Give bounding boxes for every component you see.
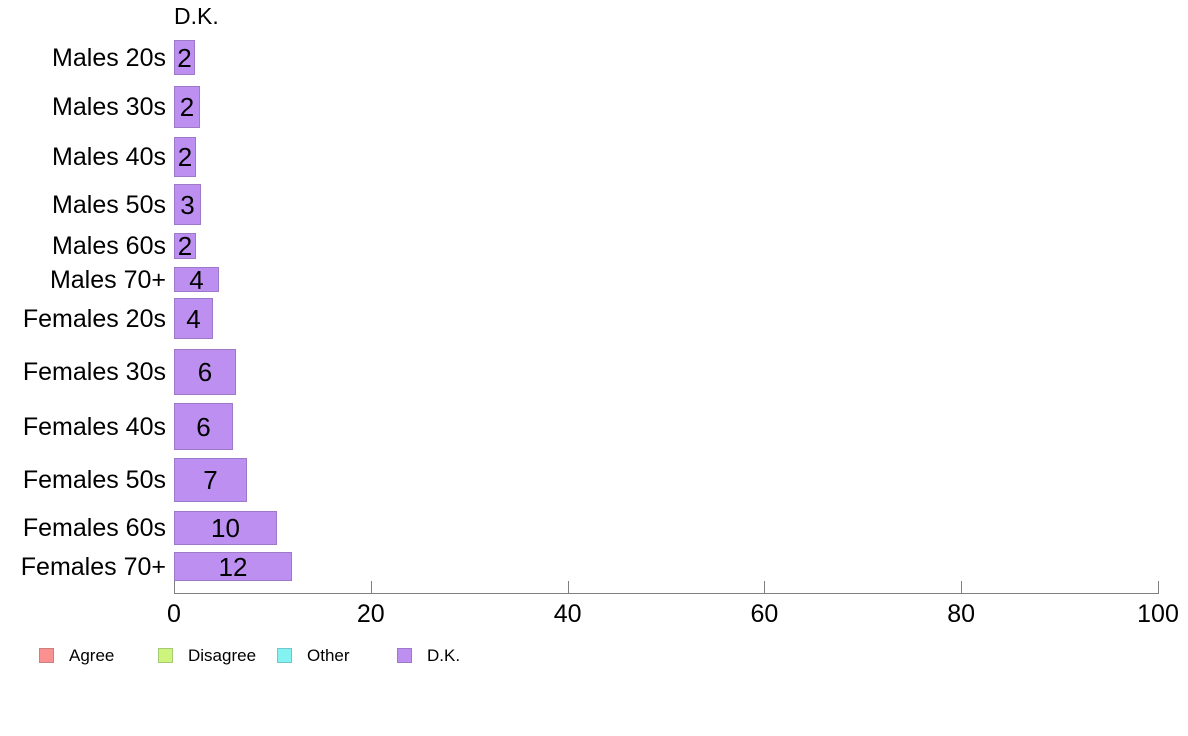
- legend-swatch-d.k.: [397, 648, 412, 663]
- x-axis-tick: [961, 581, 963, 593]
- bar-males-50s: 3: [174, 184, 201, 225]
- category-label-females-70-plus: Females 70+: [20, 552, 166, 581]
- bar-females-70-plus: 12: [174, 552, 292, 581]
- x-axis-tick: [1158, 581, 1159, 593]
- category-label-males-70-plus: Males 70+: [49, 265, 166, 294]
- bar-value-label: 4: [186, 303, 201, 334]
- bar-value-label: 2: [177, 142, 193, 172]
- category-label-females-30s: Females 30s: [22, 358, 166, 386]
- category-label-females-60s: Females 60s: [22, 514, 166, 542]
- bar-value-label: 6: [196, 411, 211, 442]
- chart-title: D.K.: [174, 3, 219, 29]
- bar-value-label: 2: [177, 42, 192, 73]
- x-axis-tick-label: 60: [750, 600, 779, 628]
- category-label-females-50s: Females 50s: [22, 466, 166, 494]
- bar-value-label: 12: [218, 551, 248, 582]
- legend-swatch-agree: [39, 648, 54, 663]
- bar-value-label: 4: [189, 264, 204, 295]
- x-axis-line: [174, 593, 1159, 594]
- x-axis-tick-label: 0: [167, 600, 181, 628]
- legend-swatch-other: [277, 648, 292, 663]
- legend-swatch-disagree: [158, 648, 173, 663]
- bar-females-30s: 6: [174, 349, 236, 395]
- legend-label-other: Other: [307, 646, 350, 665]
- bar-value-label: 2: [179, 92, 195, 122]
- bar-males-70-plus: 4: [174, 264, 219, 295]
- category-label-males-30s: Males 30s: [52, 93, 166, 121]
- bar-males-60s: 2: [174, 233, 196, 259]
- bar-value-label: 3: [180, 189, 195, 220]
- x-axis-tick: [370, 581, 372, 593]
- legend-label-d.k.: D.K.: [427, 646, 461, 665]
- bar-females-60s: 10: [174, 511, 277, 545]
- x-axis-tick: [174, 581, 175, 593]
- x-axis-tick-label: 100: [1137, 600, 1179, 628]
- category-label-females-40s: Females 40s: [22, 412, 166, 441]
- category-label-males-50s: Males 50s: [52, 190, 166, 219]
- category-label-males-60s: Males 60s: [52, 232, 166, 260]
- legend-label-disagree: Disagree: [188, 646, 257, 665]
- bar-value-label: 7: [203, 465, 218, 495]
- bar-males-30s: 2: [174, 86, 200, 128]
- bar-males-40s: 2: [174, 137, 196, 177]
- x-axis-tick-label: 80: [947, 600, 976, 628]
- bar-males-20s: 2: [174, 40, 195, 75]
- legend-label-agree: Agree: [69, 646, 115, 665]
- x-axis-tick-label: 20: [356, 600, 385, 628]
- bar-females-20s: 4: [174, 298, 213, 339]
- x-axis-tick: [567, 581, 569, 593]
- bar-females-40s: 6: [174, 403, 233, 450]
- x-axis-tick-label: 40: [553, 600, 582, 628]
- bar-value-label: 2: [177, 231, 193, 261]
- bar-value-label: 10: [211, 513, 240, 543]
- category-label-males-40s: Males 40s: [52, 143, 166, 171]
- category-label-females-20s: Females 20s: [22, 304, 166, 333]
- x-axis-tick: [764, 581, 766, 593]
- bar-females-50s: 7: [174, 458, 247, 502]
- category-label-males-20s: Males 20s: [52, 43, 166, 72]
- bar-value-label: 6: [197, 357, 213, 387]
